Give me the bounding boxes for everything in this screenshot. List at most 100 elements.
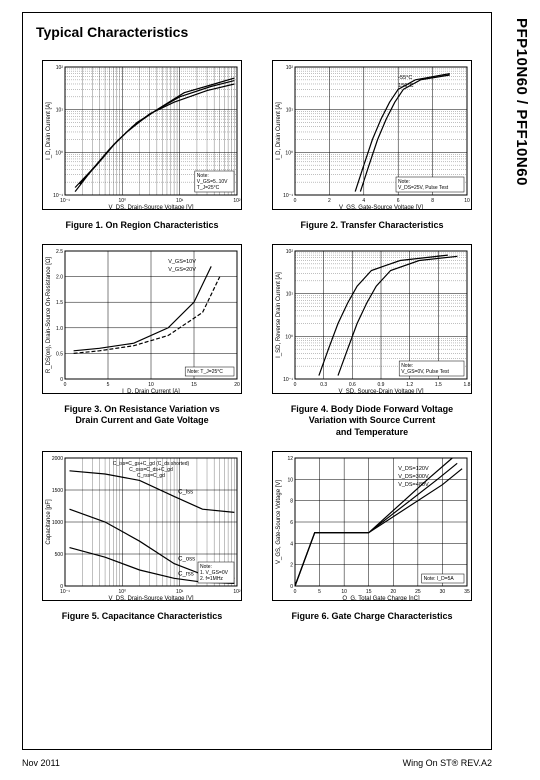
svg-text:Q_G, Total Gate Charge [nC]: Q_G, Total Gate Charge [nC] <box>342 596 420 601</box>
svg-text:R_DS(on), Drain-Source On-Resi: R_DS(on), Drain-Source On-Resistance [Ω] <box>46 256 52 373</box>
svg-text:5: 5 <box>318 589 321 595</box>
svg-text:1.5: 1.5 <box>56 300 63 306</box>
svg-text:0: 0 <box>64 382 67 388</box>
svg-text:10²: 10² <box>56 65 64 71</box>
svg-text:20: 20 <box>234 382 240 388</box>
svg-text:10⁰: 10⁰ <box>285 150 293 156</box>
svg-text:2.0: 2.0 <box>56 274 63 280</box>
svg-text:150°C: 150°C <box>398 83 413 89</box>
svg-text:V_DS, Drain-Source Voltage [V]: V_DS, Drain-Source Voltage [V] <box>108 205 193 210</box>
svg-text:1.8: 1.8 <box>464 382 471 388</box>
svg-text:I_D, Drain Current [A]: I_D, Drain Current [A] <box>276 102 282 160</box>
svg-text:2: 2 <box>328 198 331 204</box>
chart-grid: 10⁻¹10⁰10¹10²10⁻¹10⁰10¹10²Note:V_GS=5..1… <box>36 60 478 622</box>
svg-text:C_iss: C_iss <box>178 489 193 495</box>
svg-text:C_oss: C_oss <box>178 556 195 562</box>
svg-text:I_SD, Reverse Drain Current [A: I_SD, Reverse Drain Current [A] <box>276 272 282 358</box>
svg-text:0: 0 <box>60 584 63 590</box>
figure-1: 10⁻¹10⁰10¹10²10⁻¹10⁰10¹10²Note:V_GS=5..1… <box>36 60 248 232</box>
svg-text:2000: 2000 <box>52 456 63 462</box>
svg-text:V_GS=20V: V_GS=20V <box>168 267 196 273</box>
figure-4: 00.30.60.91.21.51.810⁻¹10⁰10¹10²Note:V_G… <box>266 244 478 439</box>
svg-text:6: 6 <box>397 198 400 204</box>
svg-text:12: 12 <box>287 456 293 462</box>
figure-caption: Figure 3. On Resistance Variation vsDrai… <box>64 404 220 427</box>
svg-text:V_DS, Drain-Source Voltage [V]: V_DS, Drain-Source Voltage [V] <box>108 596 193 601</box>
part-number: PFP10N60 / PFF10N60 <box>513 18 530 186</box>
svg-text:V_GS, Gate-Source Voltage [V]: V_GS, Gate-Source Voltage [V] <box>276 479 282 563</box>
svg-text:0: 0 <box>294 589 297 595</box>
svg-text:Note: T_J=25°C: Note: T_J=25°C <box>187 369 223 375</box>
svg-text:V_DS=120V: V_DS=120V <box>398 466 429 472</box>
svg-text:I_D, Drain Current [A]: I_D, Drain Current [A] <box>122 389 180 394</box>
svg-text:20: 20 <box>391 589 397 595</box>
section-title: Typical Characteristics <box>36 24 188 40</box>
svg-text:Capacitance [pF]: Capacitance [pF] <box>46 499 52 545</box>
svg-text:10²: 10² <box>286 249 294 255</box>
svg-text:4: 4 <box>290 541 293 547</box>
svg-text:5: 5 <box>107 382 110 388</box>
figure-caption: Figure 2. Transfer Characteristics <box>300 220 443 232</box>
svg-text:2: 2 <box>290 562 293 568</box>
svg-text:2.5: 2.5 <box>56 249 63 255</box>
chart-plot: 10⁻¹10⁰10¹10²0500100015002000C_issC_ossC… <box>42 451 242 601</box>
svg-text:15: 15 <box>191 382 197 388</box>
svg-text:-55°C: -55°C <box>398 75 412 81</box>
svg-text:10: 10 <box>464 198 470 204</box>
svg-text:10¹: 10¹ <box>286 291 294 297</box>
figure-3: 0510152000.51.01.52.02.5Note: T_J=25°CV_… <box>36 244 248 439</box>
svg-text:0: 0 <box>294 198 297 204</box>
svg-text:500: 500 <box>55 552 64 558</box>
svg-text:1.5: 1.5 <box>435 382 442 388</box>
svg-text:0: 0 <box>60 377 63 383</box>
footer-date: Nov 2011 <box>22 758 60 768</box>
svg-text:4: 4 <box>362 198 365 204</box>
svg-text:25: 25 <box>415 589 421 595</box>
svg-text:10¹: 10¹ <box>176 198 184 204</box>
figure-caption: Figure 5. Capacitance Characteristics <box>62 611 223 623</box>
svg-text:V_DS=25V, Pulse Test: V_DS=25V, Pulse Test <box>398 185 449 191</box>
svg-text:10²: 10² <box>286 65 294 71</box>
svg-text:V_SD, Source-Drain Voltage [V]: V_SD, Source-Drain Voltage [V] <box>338 389 423 394</box>
svg-text:10⁰: 10⁰ <box>55 150 63 156</box>
svg-text:T_J=25°C: T_J=25°C <box>197 185 220 191</box>
figure-caption: Figure 4. Body Diode Forward VoltageVari… <box>291 404 453 439</box>
svg-text:V_DS=480V: V_DS=480V <box>398 482 429 488</box>
svg-text:10²: 10² <box>233 198 241 204</box>
svg-text:C_rss: C_rss <box>178 571 194 577</box>
chart-plot: 024681010⁻¹10⁰10¹10²Note:V_DS=25V, Pulse… <box>272 60 472 210</box>
svg-text:C_rss=C_gd: C_rss=C_gd <box>137 473 165 479</box>
svg-text:10⁻¹: 10⁻¹ <box>53 193 63 199</box>
svg-text:1500: 1500 <box>52 488 63 494</box>
svg-text:10¹: 10¹ <box>286 108 294 114</box>
svg-text:V_DS=300V: V_DS=300V <box>398 474 429 480</box>
svg-text:0: 0 <box>294 382 297 388</box>
svg-text:V_GS=10V: V_GS=10V <box>168 259 196 265</box>
chart-plot: 10⁻¹10⁰10¹10²10⁻¹10⁰10¹10²Note:V_GS=5..1… <box>42 60 242 210</box>
svg-text:15: 15 <box>366 589 372 595</box>
svg-text:10¹: 10¹ <box>56 108 64 114</box>
chart-plot: 0510152000.51.01.52.02.5Note: T_J=25°CV_… <box>42 244 242 394</box>
svg-text:0.5: 0.5 <box>56 351 63 357</box>
svg-text:8: 8 <box>290 498 293 504</box>
figure-5: 10⁻¹10⁰10¹10²0500100015002000C_issC_ossC… <box>36 451 248 623</box>
svg-text:8: 8 <box>431 198 434 204</box>
svg-text:0.3: 0.3 <box>320 382 327 388</box>
svg-text:10⁰: 10⁰ <box>119 589 127 595</box>
svg-text:6: 6 <box>290 520 293 526</box>
figure-caption: Figure 1. On Region Characteristics <box>65 220 218 232</box>
svg-text:I_D, Drain Current [A]: I_D, Drain Current [A] <box>46 102 52 160</box>
svg-text:10⁻¹: 10⁻¹ <box>283 377 293 383</box>
svg-text:2. f=1MHz: 2. f=1MHz <box>200 576 223 582</box>
svg-text:Note: I_D=5A: Note: I_D=5A <box>424 576 455 582</box>
svg-text:1.2: 1.2 <box>406 382 413 388</box>
svg-text:10: 10 <box>287 477 293 483</box>
figure-6: 05101520253035024681012Note: I_D=5AV_DS=… <box>266 451 478 623</box>
svg-text:30: 30 <box>440 589 446 595</box>
footer-rev: Wing On ST® REV.A2 <box>403 758 492 768</box>
svg-text:10²: 10² <box>233 589 241 595</box>
svg-text:0.9: 0.9 <box>378 382 385 388</box>
svg-text:10⁻¹: 10⁻¹ <box>283 193 293 199</box>
svg-text:10: 10 <box>148 382 154 388</box>
svg-text:V_GS=0V, Pulse Test: V_GS=0V, Pulse Test <box>401 369 449 375</box>
